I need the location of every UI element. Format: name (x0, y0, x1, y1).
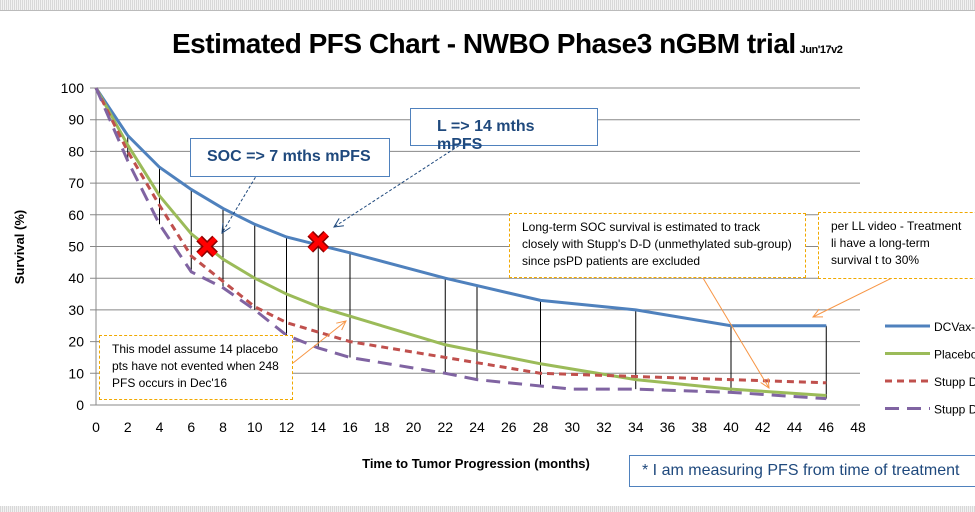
y-tick-label: 80 (68, 143, 84, 159)
x-tick-label: 12 (279, 419, 295, 435)
x-tick-label: 32 (596, 419, 612, 435)
x-tick-label: 48 (850, 419, 866, 435)
x-tick-label: 28 (533, 419, 549, 435)
x-tick-label: 16 (342, 419, 358, 435)
x-tick-label: 20 (406, 419, 422, 435)
soc-arrow-head (221, 222, 231, 234)
y-tick-label: 40 (68, 270, 84, 286)
chart-title: Estimated PFS Chart - NWBO Phase3 nGBM t… (172, 28, 843, 59)
series-line-2 (94, 87, 827, 385)
y-tick-label: 10 (68, 365, 84, 381)
legend-label: Placebo (934, 348, 975, 362)
soc-arrow (221, 172, 259, 234)
longterm-arrow (702, 277, 770, 389)
y-tick-label: 60 (68, 207, 84, 223)
perll-note: per LL video - Treatment li have a long-… (818, 212, 975, 279)
x-tick-label: 40 (723, 419, 739, 435)
model-arrow-head (336, 320, 347, 331)
x-tick-label: 38 (691, 419, 707, 435)
soc-callout: SOC => 7 mths mPFS (190, 138, 390, 177)
x-tick-label: 30 (564, 419, 580, 435)
perll-arrow (812, 277, 893, 318)
y-tick-label: 100 (61, 80, 85, 96)
x-axis-label: Time to Tumor Progression (months) (362, 456, 590, 471)
window-top-resize-handle[interactable] (0, 0, 975, 11)
x-tick-label: 8 (219, 419, 227, 435)
y-tick-label: 30 (68, 302, 84, 318)
x-tick-label: 0 (92, 419, 100, 435)
l-callout: L => 14 mths mPFS (410, 108, 598, 153)
model-arrow (292, 320, 347, 364)
x-tick-label: 6 (187, 419, 195, 435)
y-tick-label: 90 (68, 112, 84, 128)
l-arrow (333, 142, 464, 228)
y-tick-label: 0 (76, 397, 84, 413)
legend-label: Stupp D (934, 375, 975, 389)
y-axis-label: Survival (%) (12, 210, 27, 284)
longterm-arrow-head (760, 377, 770, 389)
longterm-note: Long-term SOC survival is estimated to t… (509, 213, 806, 278)
x-tick-label: 22 (437, 419, 453, 435)
footnote-box: * I am measuring PFS from time of treatm… (629, 455, 975, 487)
legend-label: Stupp D (934, 403, 975, 417)
series-line-3 (94, 87, 827, 401)
chart-version: Jun'17v2 (799, 44, 843, 56)
x-tick-label: 2 (124, 419, 132, 435)
y-tick-label: 70 (68, 175, 84, 191)
marker-x-icon (308, 231, 329, 252)
x-tick-label: 14 (310, 419, 326, 435)
x-tick-label: 36 (660, 419, 676, 435)
x-tick-label: 4 (156, 419, 164, 435)
y-tick-label: 20 (68, 334, 84, 350)
x-tick-label: 26 (501, 419, 517, 435)
marker-x-icon (197, 236, 217, 257)
series-line-1 (94, 87, 827, 397)
legend-label: DCVax- (934, 320, 975, 334)
perll-arrow-head (811, 308, 824, 318)
x-tick-label: 18 (374, 419, 390, 435)
x-tick-label: 46 (818, 419, 834, 435)
x-tick-label: 24 (469, 419, 485, 435)
model-note: This model assume 14 placebo pts have no… (99, 335, 293, 400)
x-tick-label: 44 (787, 419, 803, 435)
x-tick-label: 34 (628, 419, 644, 435)
window-bottom-edge (0, 506, 975, 512)
y-tick-label: 50 (68, 239, 84, 255)
x-tick-label: 10 (247, 419, 263, 435)
x-tick-label: 42 (755, 419, 771, 435)
l-arrow-head (333, 218, 344, 228)
